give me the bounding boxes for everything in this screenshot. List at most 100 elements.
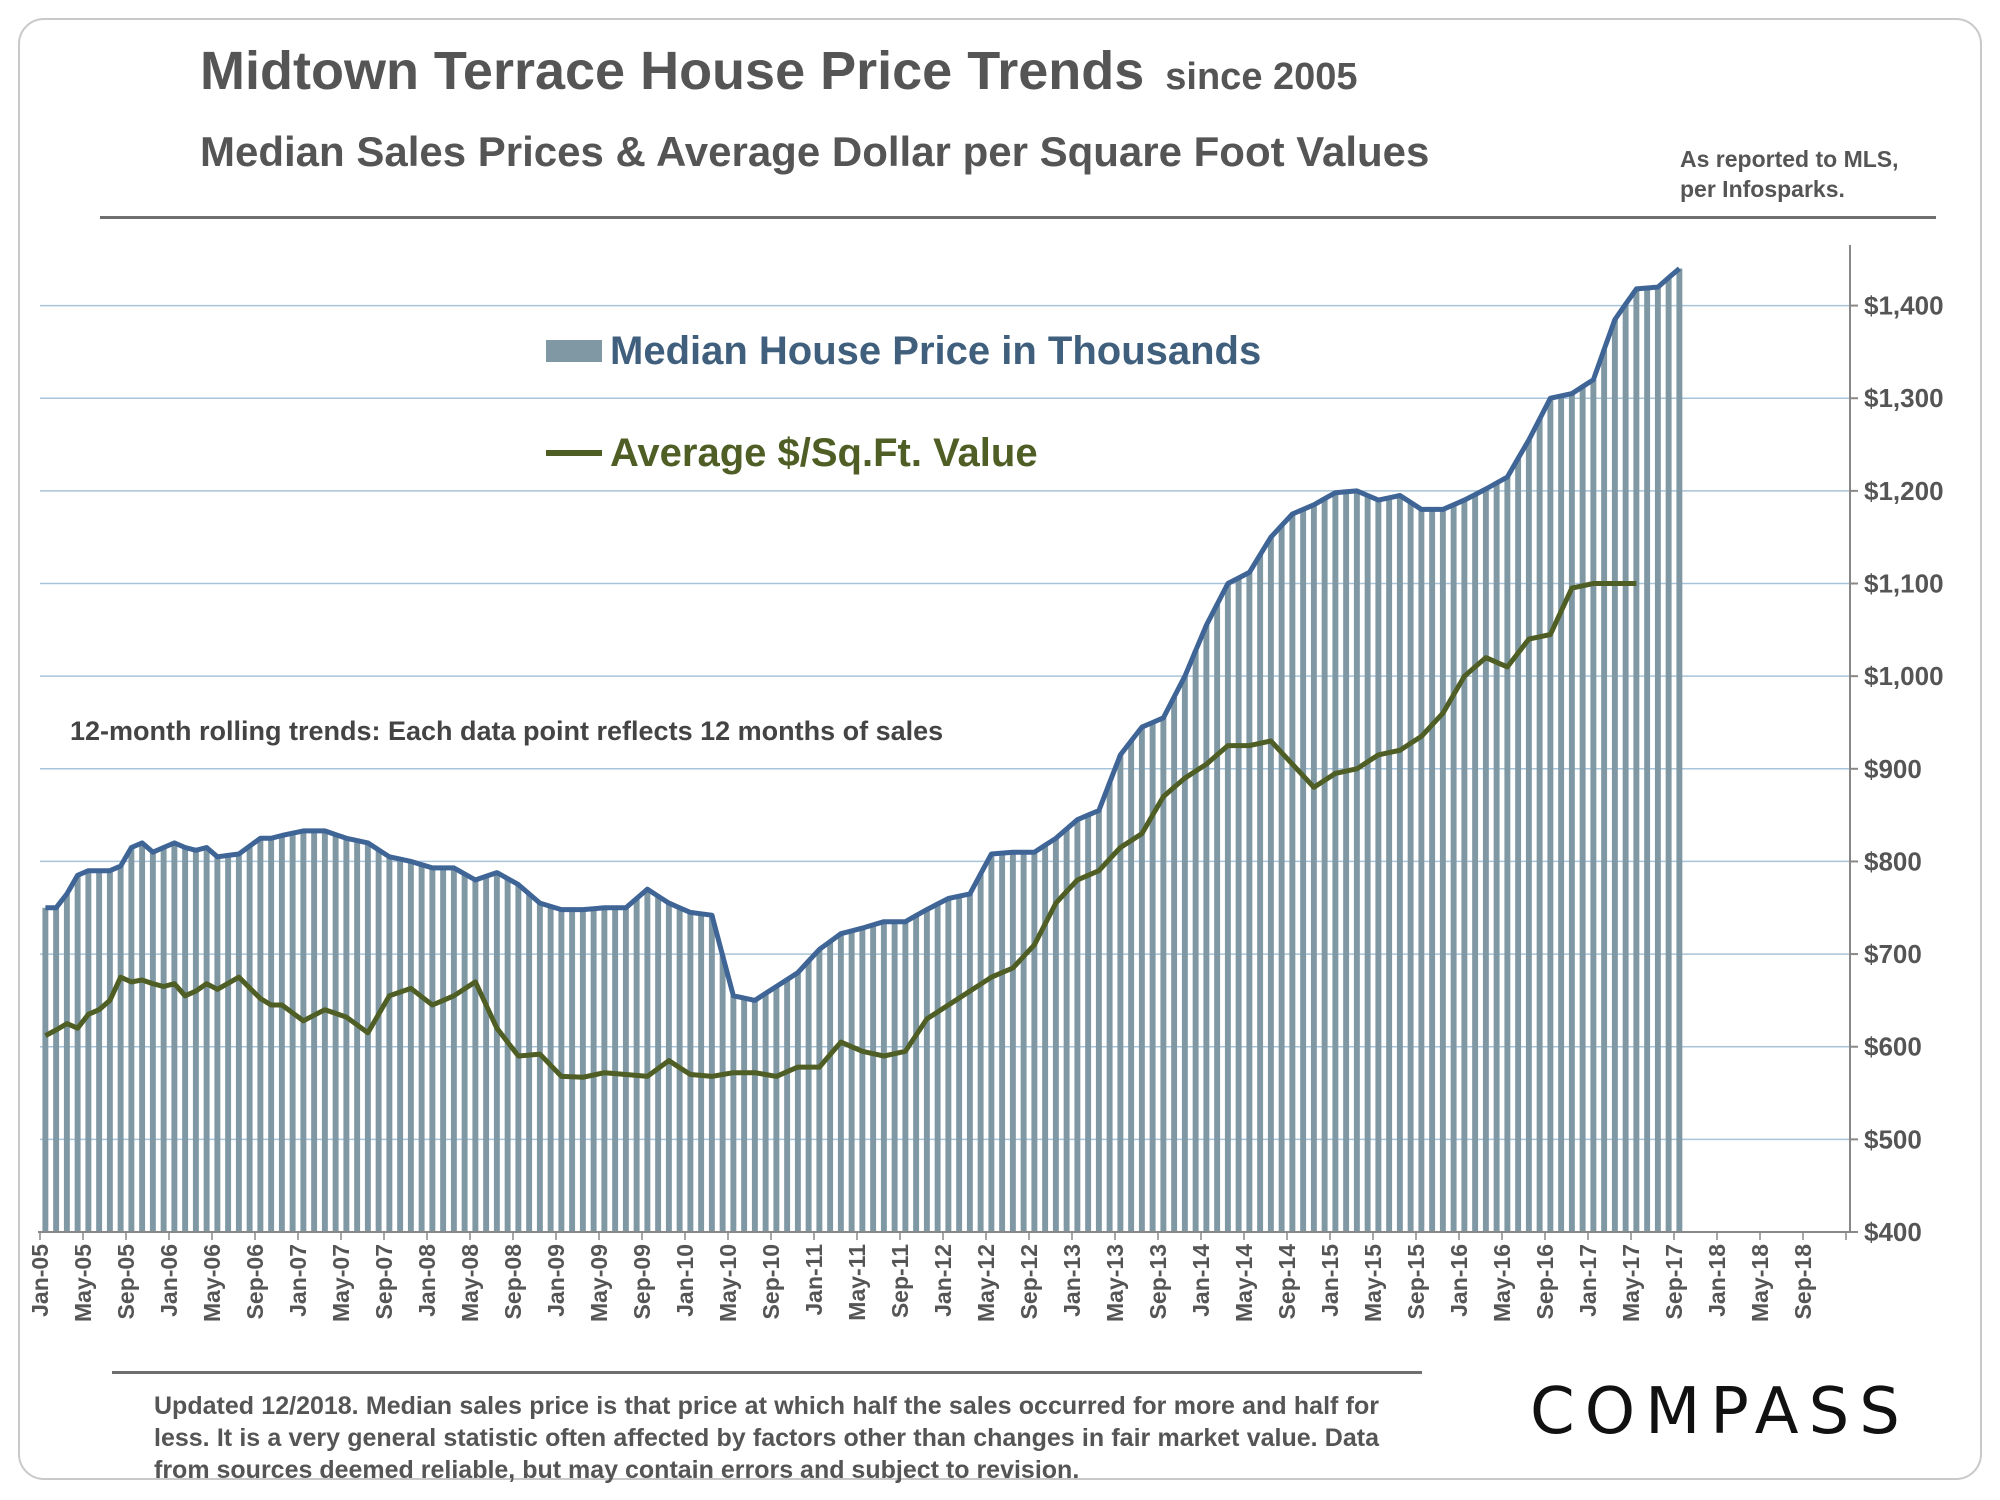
median-bar	[934, 904, 941, 1232]
x-tick-label: May-10	[715, 1244, 741, 1322]
legend-line-swatch	[546, 450, 602, 456]
median-bar	[966, 893, 973, 1232]
y-tick-label: $1,200	[1864, 476, 1944, 506]
median-bar	[569, 909, 576, 1232]
median-bar	[1278, 525, 1285, 1232]
median-bar	[1267, 537, 1274, 1232]
median-bar	[85, 870, 92, 1232]
median-bar	[923, 909, 930, 1232]
median-bar	[1149, 722, 1156, 1232]
median-bar	[225, 855, 232, 1232]
median-bar	[1472, 494, 1479, 1232]
y-tick-label: $1,100	[1864, 569, 1944, 599]
median-bar	[1020, 852, 1027, 1232]
median-bar	[343, 838, 350, 1232]
median-bar	[1525, 439, 1532, 1232]
x-tick-label: May-14	[1231, 1244, 1257, 1322]
median-bar	[1461, 500, 1468, 1232]
x-tick-label: Sep-11	[887, 1244, 913, 1318]
median-bar	[375, 849, 382, 1232]
median-bar	[870, 924, 877, 1232]
legend-median: Median House Price in Thousands	[546, 326, 1261, 376]
median-bar	[246, 846, 253, 1232]
x-tick-label: Sep-13	[1145, 1244, 1171, 1319]
x-tick-label: Jan-07	[285, 1244, 311, 1317]
median-bar	[1214, 604, 1221, 1232]
median-bar	[1203, 625, 1210, 1232]
median-bar	[601, 907, 608, 1232]
median-bar	[902, 921, 909, 1232]
median-bar	[1429, 509, 1436, 1232]
median-price-line	[45, 266, 1682, 1003]
median-bar	[1052, 838, 1059, 1232]
median-bar	[547, 906, 554, 1232]
median-bar	[214, 856, 221, 1232]
median-bar	[665, 903, 672, 1232]
median-bar	[708, 915, 715, 1232]
median-bar	[827, 941, 834, 1232]
median-bar	[1590, 379, 1597, 1232]
median-bar	[1622, 304, 1629, 1232]
median-bar	[1246, 572, 1253, 1232]
median-bar	[1192, 650, 1199, 1232]
y-tick-label: $600	[1864, 1032, 1922, 1062]
median-bar	[429, 867, 436, 1232]
median-bar	[1450, 504, 1457, 1232]
median-bar	[859, 928, 866, 1232]
x-tick-label: Sep-07	[371, 1244, 397, 1319]
median-bar	[1654, 287, 1661, 1232]
x-tick-label: Sep-06	[242, 1244, 268, 1319]
x-tick-label: Sep-10	[758, 1244, 784, 1319]
x-tick-label: May-11	[844, 1244, 870, 1321]
median-bar	[1289, 514, 1296, 1232]
x-tick-label: Sep-05	[113, 1244, 139, 1320]
median-bar	[450, 867, 457, 1232]
median-bar	[461, 873, 468, 1232]
x-tick-label: Sep-14	[1274, 1244, 1300, 1320]
median-bar	[1332, 492, 1339, 1232]
median-bar	[1310, 504, 1317, 1232]
median-bar	[655, 896, 662, 1232]
x-tick-label: Jan-10	[672, 1244, 698, 1317]
median-bar	[622, 907, 629, 1232]
median-bar	[42, 907, 49, 1232]
top-divider	[100, 216, 1936, 219]
median-bar	[1633, 288, 1640, 1232]
median-bar	[1300, 509, 1307, 1232]
x-tick-label: May-15	[1360, 1244, 1386, 1322]
median-bar	[794, 972, 801, 1232]
median-bar	[1439, 509, 1446, 1232]
median-bar	[956, 896, 963, 1232]
median-bar	[816, 949, 823, 1232]
x-tick-label: Jan-09	[543, 1244, 569, 1317]
median-bar	[386, 856, 393, 1232]
median-bar	[1558, 395, 1565, 1232]
x-tick-label: Jan-18	[1704, 1244, 1730, 1317]
x-tick-label: Jan-14	[1188, 1244, 1214, 1317]
source-line-2: per Infosparks.	[1680, 176, 1845, 202]
median-bar	[1418, 509, 1425, 1232]
median-bar	[1074, 819, 1081, 1232]
page-title: Midtown Terrace House Price Trends since…	[200, 40, 1358, 102]
x-tick-label: May-16	[1489, 1244, 1515, 1322]
median-bars	[42, 268, 1683, 1233]
median-bar	[1063, 829, 1070, 1232]
median-bar	[1579, 386, 1586, 1232]
legend-bar-swatch	[546, 340, 602, 362]
y-tick-label: $1,000	[1864, 661, 1944, 691]
legend-ppsf: Average $/Sq.Ft. Value	[546, 428, 1038, 478]
x-tick-label: Jan-12	[930, 1244, 956, 1317]
median-bar	[1364, 495, 1371, 1232]
x-tick-label: Sep-09	[629, 1244, 655, 1319]
median-bar	[472, 879, 479, 1232]
median-bar	[278, 835, 285, 1232]
y-tick-label: $400	[1864, 1217, 1922, 1247]
median-bar	[192, 850, 199, 1232]
median-bar	[1181, 676, 1188, 1232]
median-bar	[1644, 287, 1651, 1232]
median-bar	[1601, 349, 1608, 1233]
median-bar	[321, 830, 328, 1232]
median-bar	[397, 859, 404, 1232]
median-bar	[1171, 696, 1178, 1232]
